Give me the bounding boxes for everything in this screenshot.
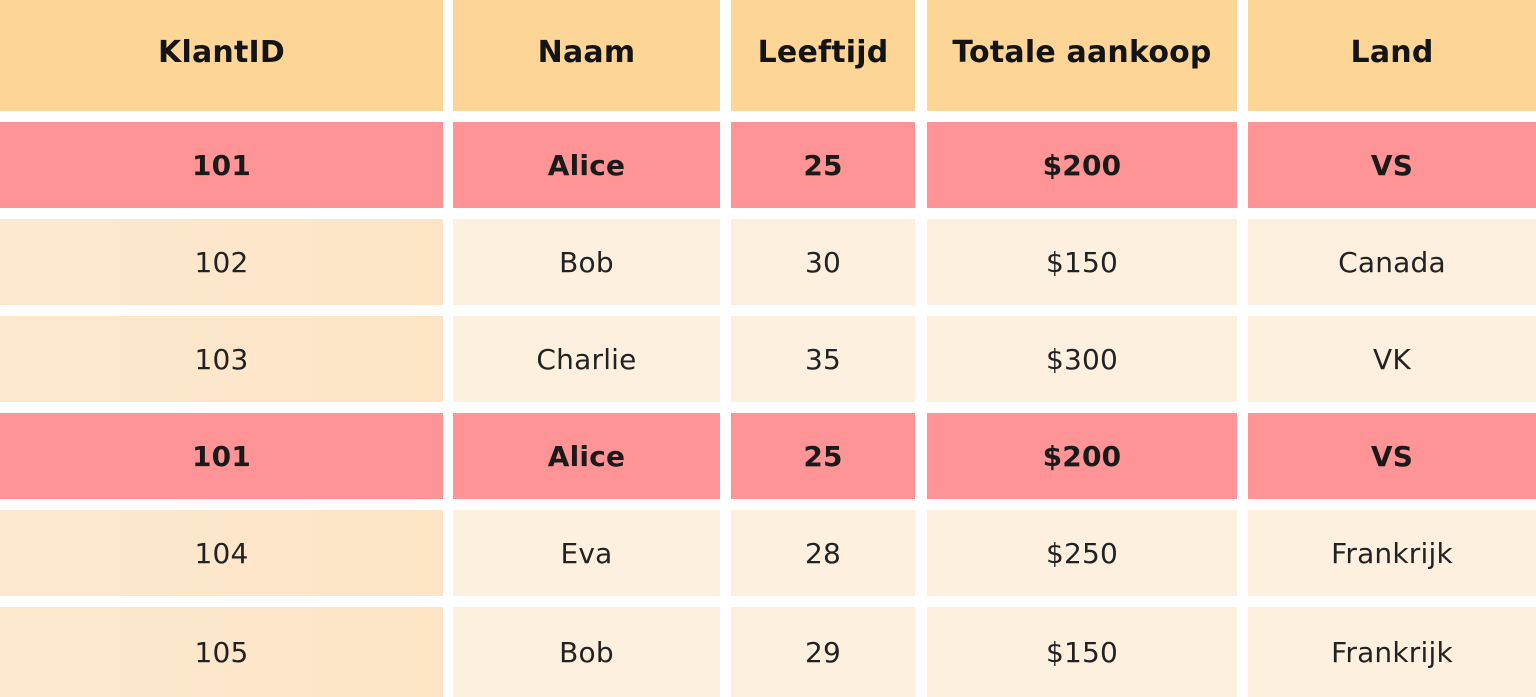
cell-naam: Bob [453,219,720,305]
cell-klantid: 103 [0,316,443,402]
cell-leeftijd: 30 [731,219,915,305]
column-header-naam: Naam [453,0,720,111]
cell-naam: Alice [453,122,720,208]
cell-klantid: 101 [0,122,443,208]
table-row: 104 Eva 28 $250 Frankrijk [0,510,1536,596]
table-row: 102 Bob 30 $150 Canada [0,219,1536,305]
column-header-totale-aankoop: Totale aankoop [927,0,1237,111]
cell-klantid: 102 [0,219,443,305]
cell-klantid: 101 [0,413,443,499]
cell-land: VS [1248,413,1536,499]
cell-land: Frankrijk [1248,510,1536,596]
cell-totale-aankoop: $200 [927,413,1237,499]
column-header-land: Land [1248,0,1536,111]
cell-naam: Eva [453,510,720,596]
cell-leeftijd: 25 [731,413,915,499]
table-row: 105 Bob 29 $150 Frankrijk [0,607,1536,697]
cell-naam: Bob [453,607,720,697]
cell-leeftijd: 35 [731,316,915,402]
cell-leeftijd: 28 [731,510,915,596]
cell-land: VK [1248,316,1536,402]
cell-totale-aankoop: $150 [927,219,1237,305]
column-header-klantid: KlantID [0,0,443,111]
cell-naam: Charlie [453,316,720,402]
cell-klantid: 104 [0,510,443,596]
cell-totale-aankoop: $250 [927,510,1237,596]
table-row: 103 Charlie 35 $300 VK [0,316,1536,402]
table-header-row: KlantID Naam Leeftijd Totale aankoop Lan… [0,0,1536,111]
cell-land: Canada [1248,219,1536,305]
cell-land: Frankrijk [1248,607,1536,697]
cell-totale-aankoop: $300 [927,316,1237,402]
column-header-leeftijd: Leeftijd [731,0,915,111]
cell-leeftijd: 25 [731,122,915,208]
cell-naam: Alice [453,413,720,499]
cell-totale-aankoop: $150 [927,607,1237,697]
cell-klantid: 105 [0,607,443,697]
cell-leeftijd: 29 [731,607,915,697]
cell-land: VS [1248,122,1536,208]
cell-totale-aankoop: $200 [927,122,1237,208]
table-row-duplicate: 101 Alice 25 $200 VS [0,413,1536,499]
table-row-duplicate: 101 Alice 25 $200 VS [0,122,1536,208]
